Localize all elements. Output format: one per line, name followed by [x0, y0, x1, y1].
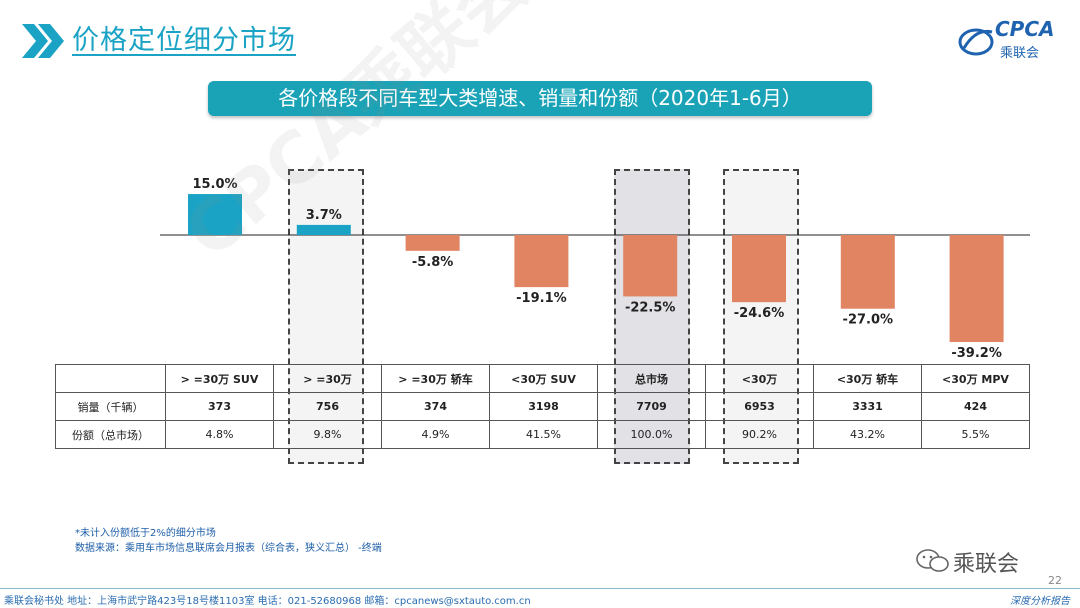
table-header-cell: <30万: [705, 364, 814, 393]
table-row: 份额（总市场） 4.8% 9.8% 4.9% 41.5% 100.0% 90.2…: [55, 420, 1030, 449]
bar-value-label: -39.2%: [951, 346, 1002, 361]
bar-value-label: -19.1%: [516, 291, 567, 306]
row-label: 销量（千辆）: [55, 392, 166, 421]
table-cell: 4.9%: [381, 420, 490, 449]
bar-4: [623, 235, 678, 297]
table-header-cell: 总市场: [597, 364, 706, 393]
footnotes: *未计入份额低于2%的细分市场 数据来源：乘用车市场信息联席会月报表（综合表，狭…: [75, 526, 382, 556]
bar-value-label: -5.8%: [412, 255, 453, 270]
page-number: 22: [1048, 574, 1062, 587]
chevron-double-icon: [22, 24, 64, 58]
table-cell: 7709: [597, 392, 706, 421]
table-cell: 424: [921, 392, 1030, 421]
bar-5: [732, 235, 786, 303]
table-cell: 4.8%: [165, 420, 274, 449]
table-header-cell: > =30万: [273, 364, 382, 393]
row-label: 份额（总市场）: [55, 420, 166, 449]
footnote-exclusion: *未计入份额低于2%的细分市场: [75, 528, 216, 539]
table-cell: 3331: [813, 392, 922, 421]
bar-1: [296, 224, 351, 235]
table-header-cell: <30万 MPV: [921, 364, 1030, 393]
footnote-source: 数据来源：乘用车市场信息联席会月报表（综合表，狭义汇总） -终端: [75, 543, 382, 554]
cpca-logo-icon: [958, 28, 994, 56]
bar-7: [949, 235, 1004, 343]
table-cell: 373: [165, 392, 274, 421]
bar-value-label: 15.0%: [192, 177, 237, 192]
bar-value-label: -27.0%: [843, 313, 894, 328]
footer-contact: 乘联会秘书处 地址：上海市武宁路423号18号楼1103室 电话：021-526…: [4, 596, 531, 607]
footer-divider: [0, 588, 1080, 589]
table-cell: 9.8%: [273, 420, 382, 449]
logo-text: CPCA: [995, 17, 1055, 41]
page-title: 价格定位细分市场: [72, 25, 296, 56]
table-cell: 756: [273, 392, 382, 421]
bar-value-label: 3.7%: [306, 208, 342, 223]
table-cell: 6953: [705, 392, 814, 421]
bar-value-label: -24.6%: [734, 306, 785, 321]
table-row: 销量（千辆） 373 756 374 3198 7709 6953 3331 4…: [55, 392, 1030, 421]
wechat-name: 乘联会: [953, 552, 1020, 577]
table-header-cell: > =30万 SUV: [165, 364, 274, 393]
table-cell: 41.5%: [489, 420, 598, 449]
wechat-icon: [916, 549, 949, 572]
table-corner-cell: [55, 364, 166, 393]
bar-6: [840, 235, 895, 309]
table-header-cell: > =30万 轿车: [381, 364, 490, 393]
logo-subtext: 乘联会: [1000, 46, 1040, 61]
table-cell: 90.2%: [705, 420, 814, 449]
table-cell: 3198: [489, 392, 598, 421]
data-table: > =30万 SUV > =30万 > =30万 轿车 <30万 SUV 总市场…: [55, 364, 1030, 449]
chart-title-banner: 各价格段不同车型大类增速、销量和份额（2020年1-6月）: [208, 81, 872, 116]
table-cell: 100.0%: [597, 420, 706, 449]
table-cell: 374: [381, 392, 490, 421]
bar-value-label: -22.5%: [625, 300, 676, 315]
table-header-cell: <30万 轿车: [813, 364, 922, 393]
table-cell: 5.5%: [921, 420, 1030, 449]
table-header-row: > =30万 SUV > =30万 > =30万 轿车 <30万 SUV 总市场…: [55, 364, 1030, 393]
bar-0: [188, 194, 242, 235]
table-header-cell: <30万 SUV: [489, 364, 598, 393]
bar-3: [514, 235, 569, 288]
table-cell: 43.2%: [813, 420, 922, 449]
footer-report-label: 深度分析报告: [1010, 596, 1070, 607]
bar-2: [405, 235, 460, 251]
